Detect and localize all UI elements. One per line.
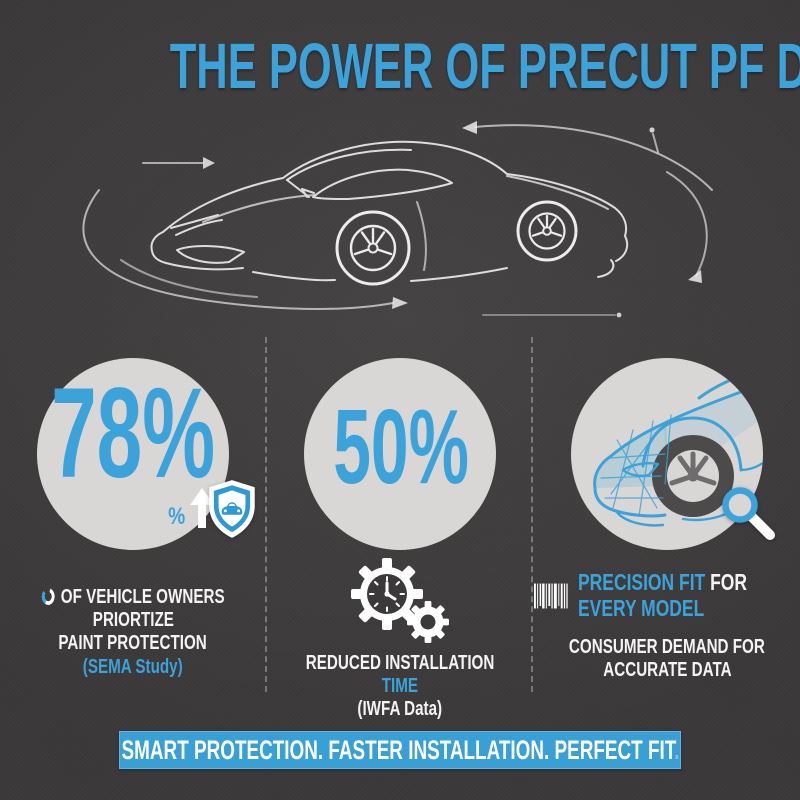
bottom-banner: SMART PROTECTION. FASTER INSTALLATION. P… bbox=[119, 731, 681, 769]
front-wheel bbox=[335, 210, 411, 286]
car-fender-wireframe bbox=[593, 366, 763, 527]
stat-section-installation-time: 50% bbox=[267, 330, 533, 730]
fender-circle bbox=[571, 358, 775, 550]
caption-line: PAINT PROTECTION bbox=[58, 632, 208, 655]
stat-caption: REDUCED INSTALLATION TIME (IWFA Data) bbox=[267, 652, 533, 722]
magnifier-icon bbox=[722, 487, 775, 540]
percent-up-indicator: % bbox=[166, 488, 215, 531]
caption-line: ACCURATE DATA bbox=[602, 658, 732, 681]
gears-clock-icon bbox=[351, 558, 449, 643]
dashed-divider bbox=[531, 337, 533, 692]
donut-chart-icon bbox=[41, 588, 55, 605]
precision-fit-headline: PRECISION FIT FOR EVERY MODEL bbox=[534, 569, 800, 622]
up-arrow-icon bbox=[190, 488, 214, 528]
barcode-icon bbox=[534, 583, 568, 609]
stat-value-78: 78% bbox=[51, 362, 215, 505]
stat-value-50: 50% bbox=[333, 388, 469, 506]
stat-caption: CONSUMER DEMAND FOR ACCURATE DATA bbox=[534, 636, 800, 682]
headline-blue: EVERY MODEL bbox=[577, 594, 704, 621]
headline-white: FOR bbox=[709, 569, 747, 595]
stat-section-paint-protection: 78% % OF VEHICLE OWNERS PRIORTIZE PAI bbox=[0, 330, 266, 730]
banner-trailing-period: . bbox=[673, 734, 679, 765]
stat-section-precision-fit: PRECISION FIT FOR EVERY MODEL CONSUMER D… bbox=[534, 330, 800, 730]
page-title: THE POWER OF PRECUT PF DATA bbox=[169, 30, 800, 102]
rear-wheel bbox=[516, 200, 578, 262]
car-shield-icon bbox=[209, 480, 255, 538]
source-label: (IWFA Data) bbox=[357, 698, 443, 721]
stat-caption: OF VEHICLE OWNERS PRIORTIZE PAINT PROTEC… bbox=[0, 586, 266, 679]
caption-line: CONSUMER DEMAND FOR bbox=[569, 635, 765, 658]
source-label: (SEMA Study) bbox=[83, 655, 183, 678]
sports-car-sketch-illustration bbox=[82, 121, 713, 318]
stat-circle-78: 78% % bbox=[37, 358, 255, 550]
dashed-divider bbox=[265, 337, 267, 692]
stat-circle-50: 50% bbox=[304, 358, 496, 550]
caption-line: REDUCED INSTALLATION bbox=[305, 652, 495, 674]
banner-text: SMART PROTECTION. FASTER INSTALLATION. P… bbox=[121, 734, 674, 765]
caption-highlight: TIME bbox=[381, 675, 419, 698]
caption-line: PRIORTIZE bbox=[92, 609, 174, 632]
caption-line: OF VEHICLE OWNERS bbox=[0, 586, 266, 609]
headline-blue: PRECISION FIT bbox=[577, 569, 705, 595]
percent-label: % bbox=[167, 503, 185, 531]
